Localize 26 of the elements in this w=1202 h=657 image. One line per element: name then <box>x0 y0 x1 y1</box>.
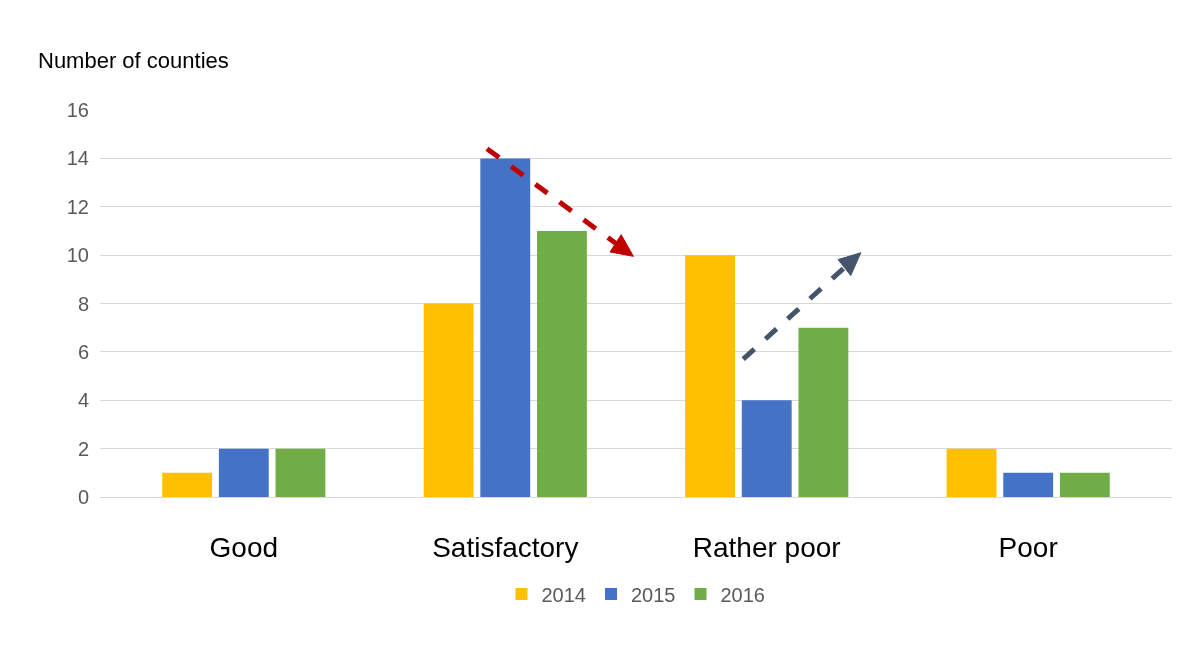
x-tick-label: Poor <box>998 531 1058 563</box>
y-tick-label: 14 <box>66 147 89 170</box>
y-tick-label: 2 <box>77 437 89 460</box>
bar <box>218 448 269 497</box>
y-tick-label: 4 <box>77 389 89 412</box>
y-tick-label: 16 <box>66 99 89 121</box>
bar <box>1059 472 1110 497</box>
bar <box>1003 472 1054 497</box>
y-tick-label: 0 <box>77 486 89 508</box>
y-tick-label: 6 <box>77 340 89 363</box>
bar <box>275 448 326 497</box>
legend-label: 2015 <box>631 583 676 606</box>
bar <box>741 400 792 497</box>
y-tick-label: 12 <box>66 195 89 218</box>
x-tick-label: Satisfactory <box>432 531 579 563</box>
y-tick-label: 8 <box>77 292 89 315</box>
x-tick-label: Rather poor <box>692 531 841 563</box>
bar <box>685 255 736 497</box>
bar <box>162 472 213 497</box>
legend-label: 2014 <box>541 583 586 606</box>
legend-label: 2016 <box>720 583 765 606</box>
y-tick-label: 10 <box>66 244 89 267</box>
bar <box>946 448 997 497</box>
x-tick-label: Good <box>209 531 279 563</box>
bar <box>423 303 474 497</box>
y-axis-title: Number of counties <box>38 48 229 73</box>
